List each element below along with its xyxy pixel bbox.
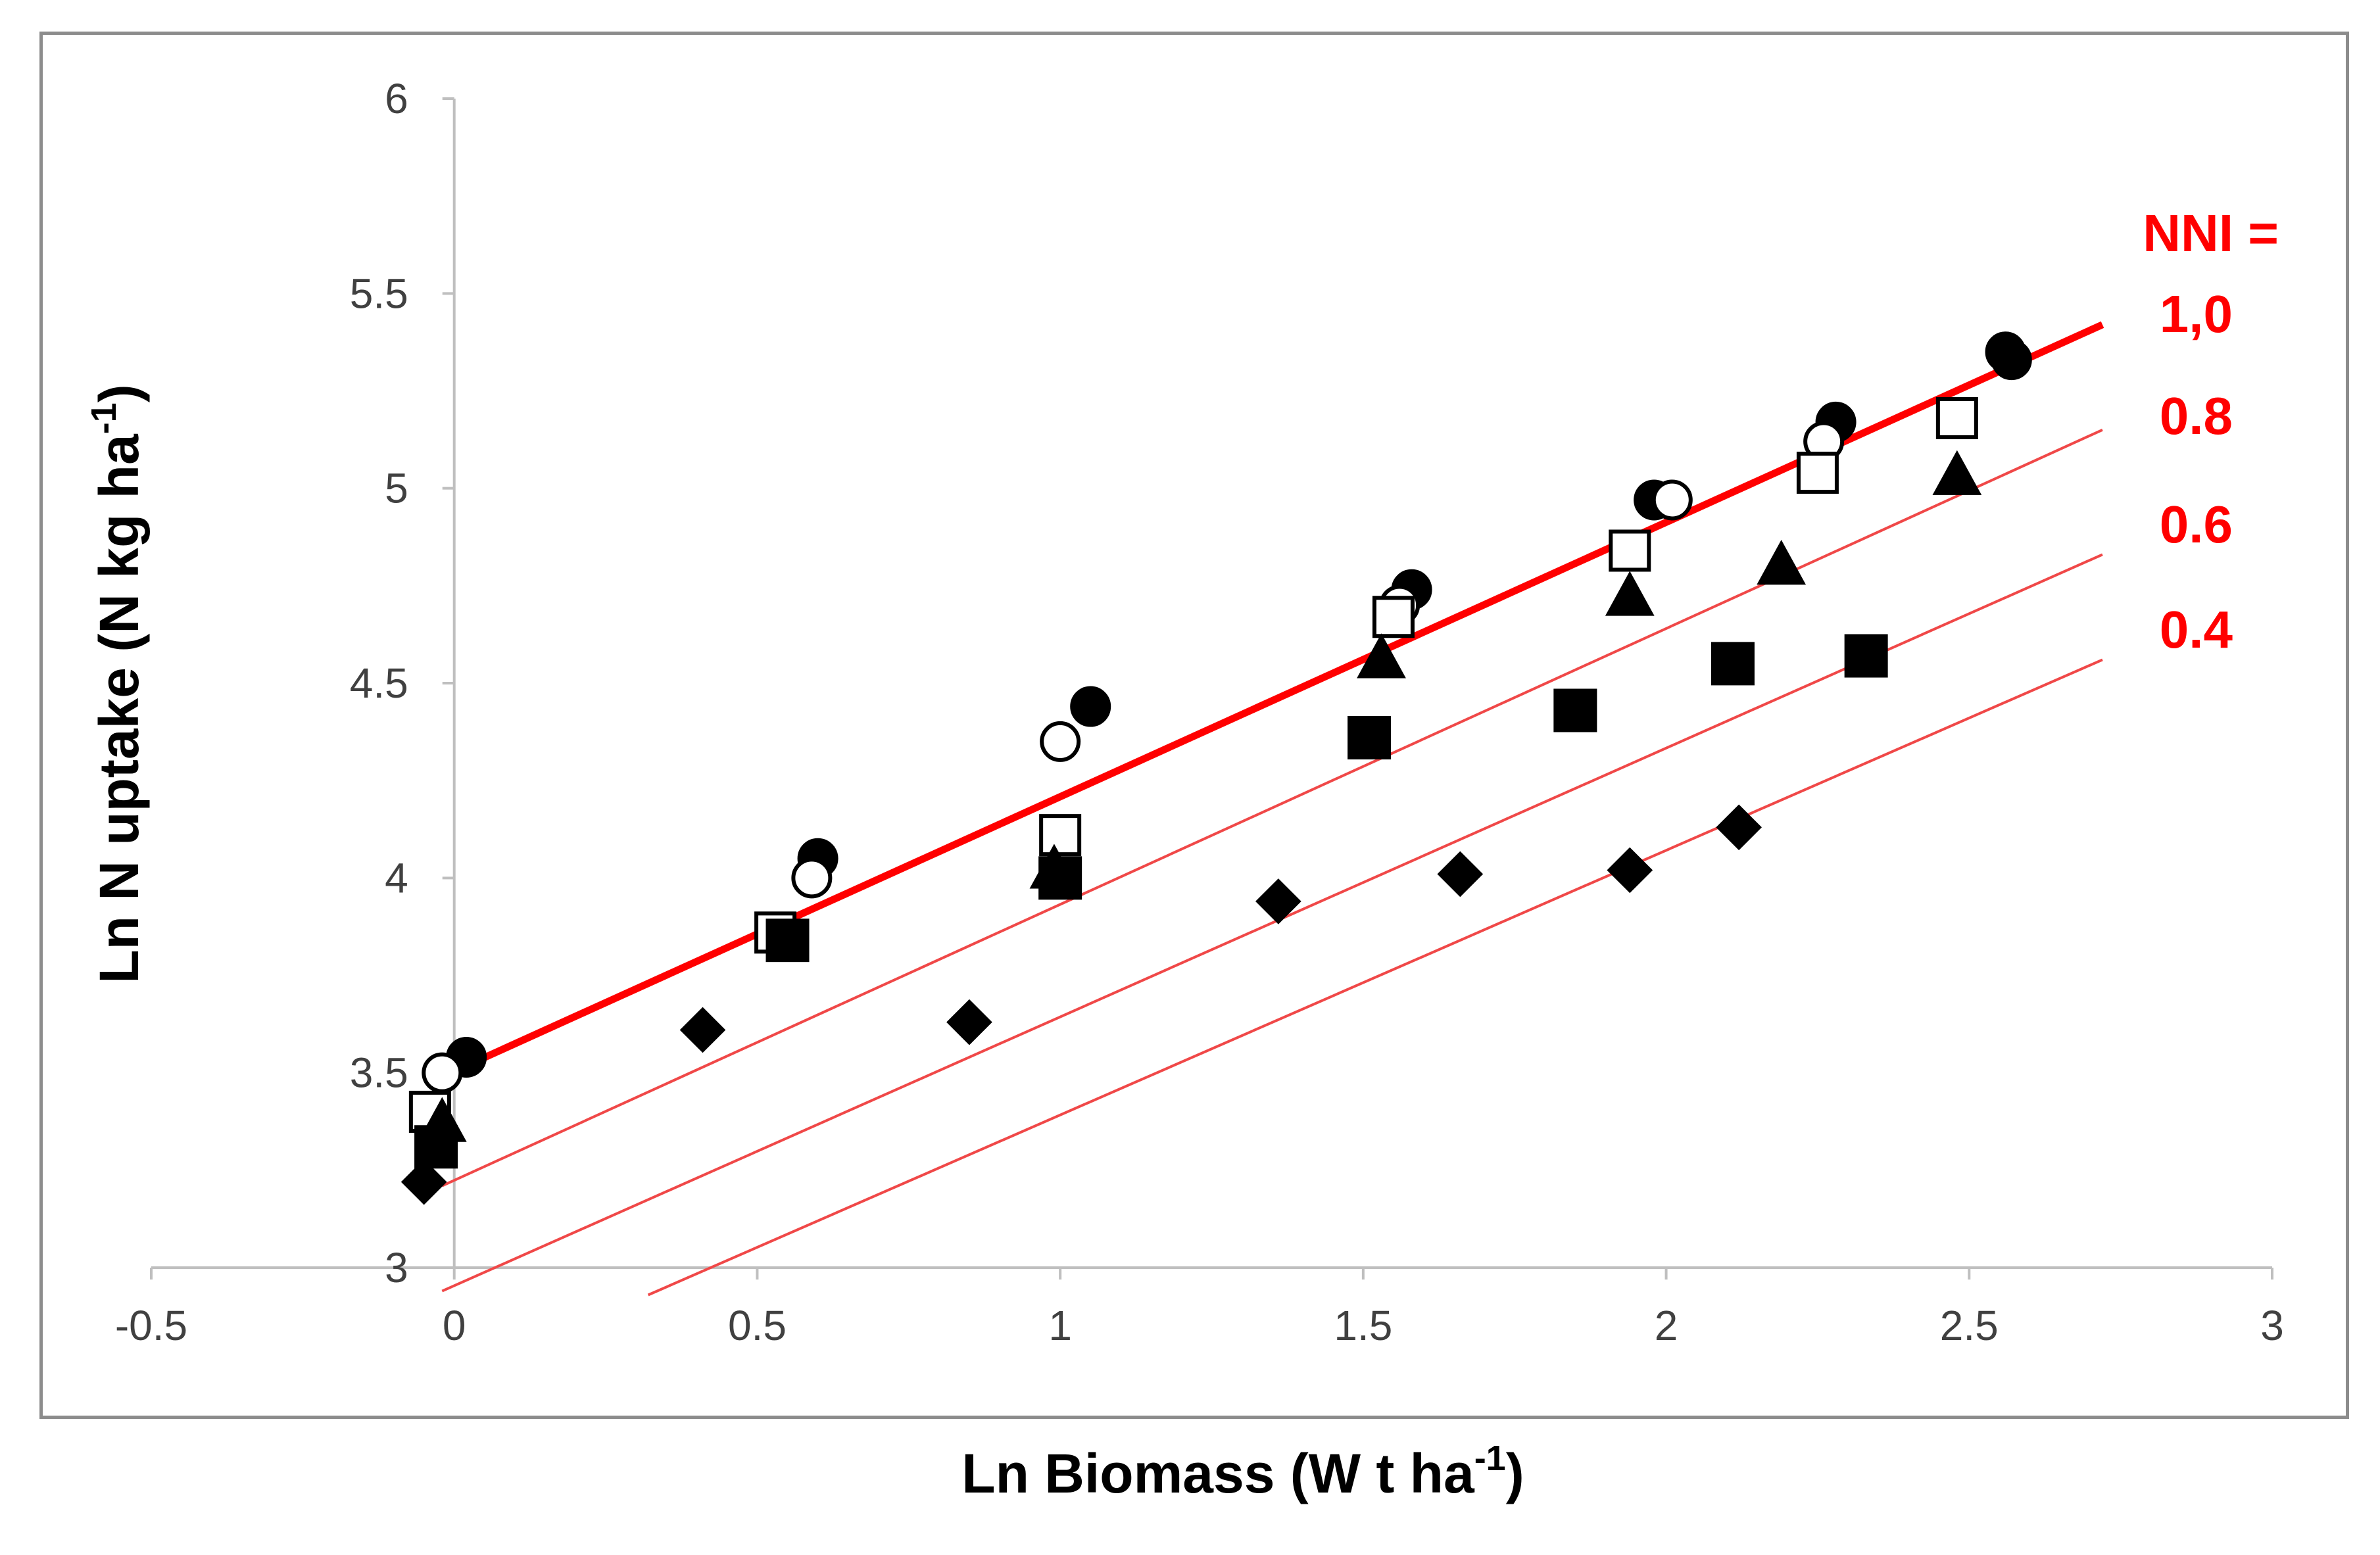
filled-triangle-point: [1757, 540, 1807, 585]
nni-reference-lines: [441, 321, 2104, 1297]
filled-diamond-point: [1437, 851, 1484, 897]
open-square-point: [1935, 396, 1978, 439]
nni-line-1-0: [441, 321, 2104, 1080]
open-circle-point: [791, 857, 833, 899]
filled-triangle-point: [1357, 633, 1406, 679]
y-tick-label: 3.5: [350, 1049, 408, 1097]
filled-square-point: [1711, 642, 1755, 686]
filled-square-point: [1038, 856, 1082, 900]
filled-diamond-point: [1716, 804, 1762, 851]
filled-diamond-point: [946, 999, 992, 1045]
nni-labels: NNI = 1,0 0.8 0.6 0.4: [2143, 204, 2279, 659]
nni-label-0-8: 0.8: [2160, 387, 2233, 445]
open-square-point: [1796, 451, 1839, 494]
x-tick-label: -0.5: [115, 1302, 187, 1349]
filled-triangle-point: [1605, 571, 1655, 616]
nni-line-0-8: [441, 428, 2103, 1187]
y-tick-label: 6: [385, 75, 408, 122]
filled-square-point: [765, 919, 810, 963]
filled-triangle-point: [1932, 450, 1982, 495]
open-circle-point: [422, 1052, 463, 1093]
nni-line-0-6: [441, 553, 2103, 1293]
y-tick-label: 5.5: [350, 270, 408, 317]
filled-circle-point: [1070, 686, 1111, 727]
y-tick-label: 4: [385, 854, 408, 901]
filled-diamond-point: [401, 1159, 447, 1205]
y-tick-label: 3: [385, 1244, 408, 1291]
open-square-point: [1039, 814, 1082, 857]
x-tick-label: 2: [1655, 1302, 1678, 1349]
x-tick-label: 1: [1048, 1302, 1072, 1349]
x-tick-label: 1.5: [1334, 1302, 1392, 1349]
filled-diamond-point: [1607, 847, 1653, 894]
filled-square-point: [1844, 634, 1888, 678]
filled-diamond-point: [679, 1007, 726, 1053]
filled-square-point: [1553, 688, 1597, 732]
filled-square-point: [414, 1125, 458, 1169]
open-square-point: [1372, 596, 1415, 638]
x-tick-label: 0: [443, 1302, 466, 1349]
x-axis-title: Ln Biomass (W t ha-1): [961, 1439, 1524, 1504]
y-tick-label: 5: [385, 465, 408, 512]
data-points: [401, 331, 2032, 1205]
open-circle-point: [1040, 721, 1081, 762]
x-tick-label: 3: [2260, 1302, 2284, 1349]
nni-label-0-4: 0.4: [2160, 600, 2233, 659]
x-tick-label: 2.5: [1940, 1302, 1999, 1349]
nni-title: NNI =: [2143, 204, 2279, 262]
y-tick-label: 4.5: [350, 659, 408, 707]
nni-line-0-4: [647, 658, 2103, 1297]
x-tick-label: 0.5: [728, 1302, 787, 1349]
nni-label-0-6: 0.6: [2160, 495, 2233, 554]
nni-label-1-0: 1,0: [2160, 285, 2233, 343]
y-axis-title: Ln N uptake (N kg ha-1): [84, 384, 150, 983]
filled-diamond-point: [1255, 878, 1301, 924]
open-circle-point: [1651, 479, 1693, 521]
open-square-point: [1609, 529, 1651, 572]
filled-circle-point: [1991, 339, 2032, 381]
filled-square-point: [1348, 715, 1392, 759]
